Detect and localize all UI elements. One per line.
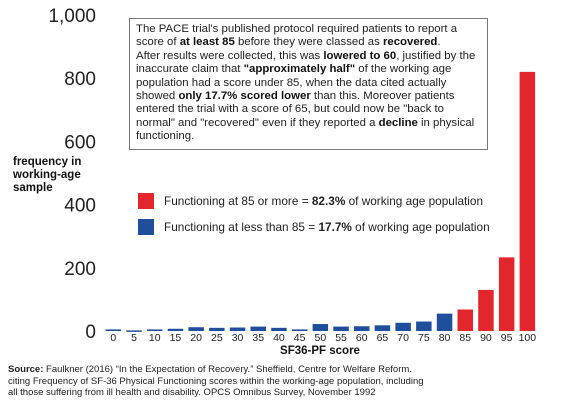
bar-35 xyxy=(250,326,266,331)
legend-item-high: Functioning at 85 or more = 82.3% of wor… xyxy=(138,193,483,209)
bar-20 xyxy=(188,327,204,331)
legend-label-high: Functioning at 85 or more = 82.3% of wor… xyxy=(164,194,484,208)
annotation-bold: recovered xyxy=(382,36,438,49)
bar-90 xyxy=(478,289,494,331)
annotation-bold: only 17.7% scored lower xyxy=(178,90,311,103)
source-line: Faulkner (2016) “In the Expectation of R… xyxy=(43,364,412,375)
y-tick-label: 800 xyxy=(64,69,96,90)
annotation-text: , justified by the inaccurate claim that xyxy=(136,49,476,76)
annotation-bold: decline xyxy=(378,116,418,129)
bar-45 xyxy=(291,329,308,331)
bar-65 xyxy=(374,325,391,331)
y-tick-label: 0 xyxy=(85,322,96,343)
x-tick-label: 75 xyxy=(418,332,430,344)
legend-swatch-red xyxy=(138,193,154,209)
bar-40 xyxy=(271,327,287,331)
bar-10 xyxy=(147,329,163,331)
y-axis: 0 200 400 600 800 1,000 xyxy=(48,6,96,343)
annotation-text: . xyxy=(437,36,441,49)
annotation-box: The PACE trial's published protocol requ… xyxy=(129,18,488,150)
y-tick-label: 400 xyxy=(64,196,96,217)
x-tick-label: 35 xyxy=(252,332,264,344)
source-line: citing Frequency of SF-36 Physical Funct… xyxy=(8,375,424,387)
bar-0 xyxy=(105,329,122,331)
annotation-bold: lowered to 60 xyxy=(323,49,397,62)
annotation-bold: "approximately half" xyxy=(243,63,356,76)
x-tick-label: 30 xyxy=(232,332,244,344)
annotation-text: in physical functioning. xyxy=(136,116,475,143)
x-tick-label: 5 xyxy=(131,332,137,344)
annotation-bold: at least 85 xyxy=(179,36,235,49)
annotation-text: before they were classed as xyxy=(234,36,383,49)
x-tick-label: 0 xyxy=(110,332,116,344)
x-tick-label: 65 xyxy=(377,332,389,344)
annotation-text: of the working age population had a scor… xyxy=(136,63,452,103)
bar-15 xyxy=(167,328,184,331)
bar-50 xyxy=(312,324,329,331)
bar-30 xyxy=(229,327,246,331)
x-tick-label: 60 xyxy=(356,332,368,344)
y-tick-label: 600 xyxy=(64,132,96,153)
bar-80 xyxy=(436,313,453,331)
x-tick-label: 100 xyxy=(519,332,537,344)
bars-group xyxy=(105,71,536,332)
x-tick-label: 40 xyxy=(273,332,285,344)
legend-item-low: Functioning at less than 85 = 17.7% of w… xyxy=(138,219,490,235)
bar-5 xyxy=(126,330,142,332)
x-tick-label: 45 xyxy=(294,332,306,344)
bar-85 xyxy=(457,309,473,331)
x-tick-label: 20 xyxy=(190,332,202,344)
x-tick-label: 80 xyxy=(439,332,451,344)
y-tick-label: 200 xyxy=(64,259,96,280)
x-tick-label: 95 xyxy=(501,332,513,344)
x-tick-label: 15 xyxy=(170,332,182,344)
x-tick-label: 55 xyxy=(335,332,347,344)
x-tick-label: 50 xyxy=(315,332,327,344)
bar-95 xyxy=(498,257,515,331)
annotation-text: After results were collected, this was xyxy=(136,49,324,62)
source-note: Source: Faulkner (2016) “In the Expectat… xyxy=(8,364,564,399)
x-tick-label: 10 xyxy=(149,332,161,344)
bar-75 xyxy=(416,321,432,331)
annotation-text: The PACE trial's published protocol requ… xyxy=(136,23,458,49)
source-line: all those suffering from ill health and … xyxy=(8,387,376,399)
legend-swatch-blue xyxy=(138,219,154,235)
x-tick-label: 85 xyxy=(459,332,471,344)
legend-label-low: Functioning at less than 85 = 17.7% of w… xyxy=(164,220,490,234)
bar-70 xyxy=(395,322,411,331)
y-axis-label: frequency in working-age sample xyxy=(13,156,82,194)
x-tick-label: 25 xyxy=(211,332,223,344)
bar-100 xyxy=(519,71,536,331)
bar-55 xyxy=(333,326,349,331)
annotation-text: than this. Moreover patients entered the… xyxy=(136,90,455,129)
y-tick-label: 1,000 xyxy=(48,6,96,27)
x-tick-label: 70 xyxy=(397,332,409,344)
source-label: Source: xyxy=(8,364,44,375)
x-axis: 0 5 10 15 20 25 30 35 40 45 50 55 60 65 70 75 80 85 90 95 10… xyxy=(110,332,536,344)
bar-60 xyxy=(354,326,370,331)
x-tick-label: 90 xyxy=(480,332,492,344)
bar-25 xyxy=(209,327,225,331)
x-axis-label: SF36-PF score xyxy=(280,345,360,357)
